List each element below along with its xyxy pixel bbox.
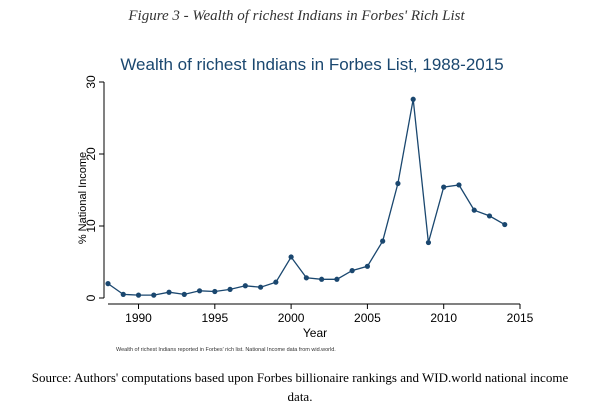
data-point — [456, 182, 462, 188]
y-axis-label: % National Income — [77, 152, 89, 244]
y-tick-label: 10 — [84, 219, 98, 233]
data-point — [105, 281, 111, 287]
data-point — [502, 221, 508, 228]
data-point — [486, 213, 493, 219]
data-point — [120, 291, 126, 297]
x-axis-label: Year — [303, 326, 327, 340]
data-point — [380, 238, 386, 244]
data-point — [227, 286, 233, 292]
data-point — [425, 239, 432, 246]
data-point — [135, 292, 142, 298]
figure-caption: Figure 3 - Wealth of richest Indians in … — [128, 8, 465, 24]
x-tick-label: 2000 — [278, 311, 305, 325]
data-point — [181, 291, 187, 297]
chart-note: Wealth of richest Indians reported in Fo… — [116, 347, 336, 353]
data-point — [288, 254, 294, 260]
x-tick-label: 2015 — [507, 311, 534, 325]
series-layer — [105, 96, 508, 298]
data-point — [471, 207, 477, 213]
data-point — [334, 276, 340, 282]
data-point — [151, 292, 157, 298]
data-point — [242, 283, 248, 289]
source-note: Source: Authors' computations based upon… — [31, 370, 569, 404]
chart-title: Wealth of richest Indians in Forbes List… — [120, 55, 503, 74]
y-tick-label: 30 — [84, 75, 98, 89]
data-point — [166, 289, 172, 295]
axes: 0 10 20 30 1990 1995 2000 2005 2010 2015 — [84, 75, 534, 325]
line-chart: Wealth of richest Indians in Forbes List… — [77, 55, 534, 353]
data-point — [303, 275, 309, 281]
data-point — [349, 268, 355, 274]
series-line — [107, 99, 506, 296]
x-tick-label: 1990 — [125, 311, 152, 325]
data-point — [395, 180, 401, 187]
x-tick-label: 2010 — [430, 311, 457, 325]
data-point — [273, 279, 279, 285]
data-point — [364, 263, 371, 269]
y-tick-label: 20 — [84, 147, 98, 161]
data-point — [212, 288, 218, 295]
data-point — [441, 184, 447, 190]
data-point — [410, 96, 416, 102]
x-tick-label: 2005 — [354, 311, 381, 325]
y-tick-label: 0 — [84, 294, 98, 301]
data-point — [196, 288, 203, 294]
data-point — [319, 276, 325, 282]
data-point — [257, 284, 264, 290]
x-tick-label: 1995 — [201, 311, 228, 325]
